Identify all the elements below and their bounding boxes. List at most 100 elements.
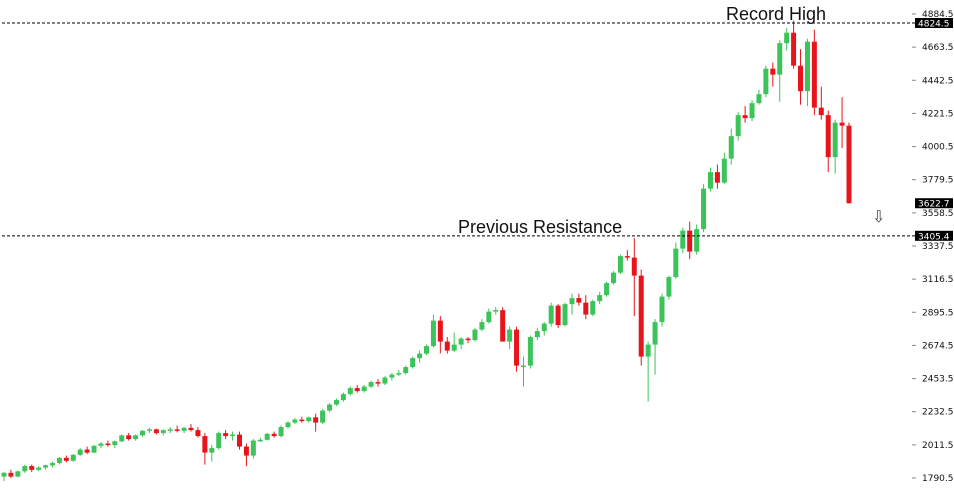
candle-up xyxy=(534,328,540,341)
candle-down xyxy=(437,316,443,354)
candle-up xyxy=(562,302,568,327)
y-tick-label: 2674.5 xyxy=(922,341,954,351)
candle-down xyxy=(742,106,748,123)
candle-down xyxy=(63,455,69,463)
y-tick-label: 2232.5 xyxy=(922,408,954,418)
candle-up xyxy=(410,356,416,369)
candle-body xyxy=(396,373,402,375)
candle-down xyxy=(583,295,589,320)
candle-body xyxy=(784,32,790,44)
candle-body xyxy=(541,323,547,332)
candle-up xyxy=(216,431,222,450)
candle-body xyxy=(548,305,554,324)
candle-body xyxy=(403,367,409,374)
candle-body xyxy=(306,417,312,422)
candle-body xyxy=(347,388,353,395)
candle-up xyxy=(264,433,270,441)
candle-up xyxy=(257,437,263,443)
y-tick-label: 4442.5 xyxy=(922,76,954,86)
candle-body xyxy=(63,457,69,461)
candle-body xyxy=(216,433,222,449)
candle-down xyxy=(105,440,111,447)
candle-up xyxy=(694,224,700,255)
candle-up xyxy=(721,152,727,185)
candle-up xyxy=(569,293,575,315)
candle-down xyxy=(514,326,520,372)
candle-down xyxy=(153,428,159,435)
candle-body xyxy=(444,341,450,351)
candle-body xyxy=(91,445,97,453)
candle-body xyxy=(527,337,533,366)
candle-body xyxy=(202,436,208,453)
candle-body xyxy=(195,430,201,437)
candle-body xyxy=(493,310,499,312)
candle-body xyxy=(160,430,166,434)
candle-up xyxy=(735,112,741,141)
candle-down xyxy=(638,269,644,366)
candle-body xyxy=(590,301,596,315)
candle-body xyxy=(472,329,478,341)
candle-body xyxy=(299,419,305,422)
candle-up xyxy=(333,398,339,407)
candle-down xyxy=(500,307,506,342)
candle-up xyxy=(167,427,173,434)
candle-up xyxy=(230,431,236,441)
candle-up xyxy=(56,457,62,465)
candle-body xyxy=(368,382,374,387)
candle-up xyxy=(507,326,513,350)
candle-up xyxy=(520,356,526,387)
candle-down xyxy=(174,425,180,433)
candle-down xyxy=(631,238,637,317)
candle-down xyxy=(271,431,277,438)
candle-body xyxy=(770,68,776,75)
candle-body xyxy=(209,448,215,453)
candle-body xyxy=(569,298,575,305)
candle-body xyxy=(604,283,610,296)
candle-body xyxy=(624,256,630,258)
candle-up xyxy=(292,418,298,425)
candle-down xyxy=(126,433,132,441)
candle-body xyxy=(146,429,152,431)
previous-resistance-label: Previous Resistance xyxy=(458,217,622,237)
candle-up xyxy=(327,403,333,413)
last-price-tag xyxy=(915,198,953,209)
candle-body xyxy=(791,32,797,66)
candle-down xyxy=(236,431,242,450)
candle-body xyxy=(714,172,720,183)
candle-up xyxy=(430,314,436,348)
candle-up xyxy=(645,341,651,402)
candle-up xyxy=(486,308,492,324)
candle-body xyxy=(43,465,49,468)
candle-body xyxy=(36,467,42,470)
candle-body xyxy=(410,358,416,368)
candle-down xyxy=(444,337,450,354)
candle-body xyxy=(465,338,471,341)
candle-down xyxy=(714,164,720,189)
y-tick-label: 3116.5 xyxy=(922,275,954,285)
candle-body xyxy=(22,466,28,472)
candle-up xyxy=(548,302,554,327)
candle-down xyxy=(576,293,582,306)
candle-body xyxy=(333,400,339,405)
candle-body xyxy=(514,329,520,366)
candle-down xyxy=(791,20,797,69)
candle-up xyxy=(15,470,21,478)
candle-body xyxy=(174,429,180,431)
candle-up xyxy=(527,335,533,369)
candle-body xyxy=(562,304,568,326)
candle-body xyxy=(832,122,838,158)
candle-down xyxy=(313,413,319,432)
candle-body xyxy=(15,471,21,477)
candle-body xyxy=(230,434,236,437)
candle-body xyxy=(500,310,506,342)
candle-body xyxy=(327,404,333,411)
candle-down xyxy=(811,29,817,116)
levels-layer: 4824.5 Record High 3405.4 Previous Resistan… xyxy=(2,4,953,242)
candle-body xyxy=(250,440,256,456)
last-price-tag-text: 3622.7 xyxy=(918,200,950,210)
candle-body xyxy=(825,115,831,158)
candle-up xyxy=(604,281,610,297)
candle-down xyxy=(354,385,360,393)
candle-body xyxy=(735,115,741,137)
